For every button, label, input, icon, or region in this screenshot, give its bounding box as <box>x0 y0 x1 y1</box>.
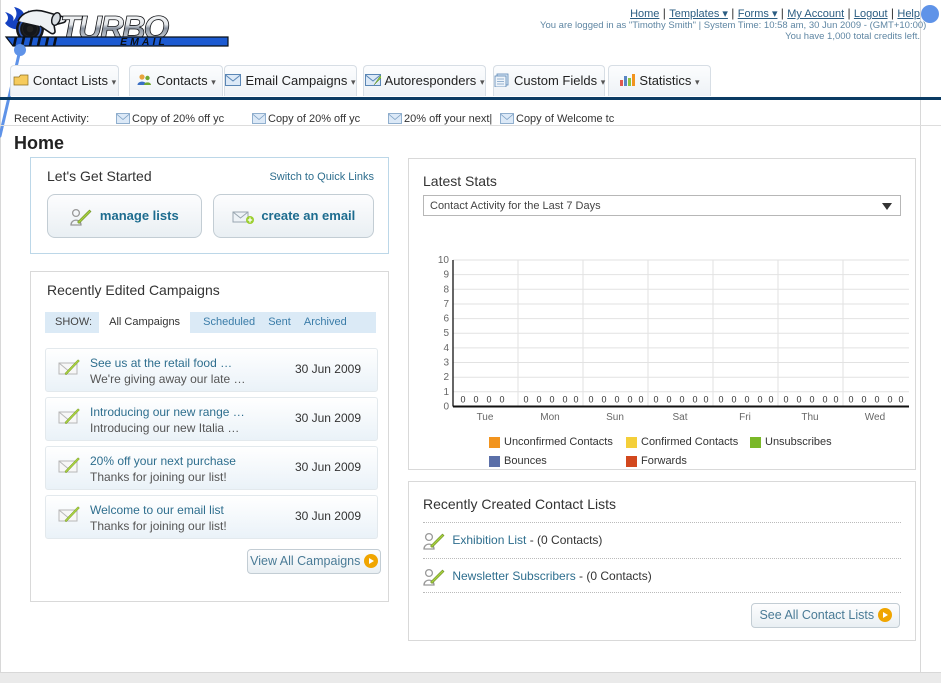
svg-text:0: 0 <box>833 395 838 405</box>
svg-text:EMAIL: EMAIL <box>120 36 168 48</box>
svg-text:8: 8 <box>443 284 449 295</box>
svg-text:0: 0 <box>679 395 684 405</box>
svg-text:0: 0 <box>473 395 478 405</box>
svg-text:Thu: Thu <box>801 412 818 422</box>
svg-text:0: 0 <box>562 395 567 405</box>
svg-text:Tue: Tue <box>477 412 494 422</box>
svg-text:2: 2 <box>443 372 449 383</box>
svg-text:0: 0 <box>783 395 788 405</box>
svg-text:0: 0 <box>601 395 606 405</box>
svg-text:6: 6 <box>443 314 449 325</box>
svg-text:0: 0 <box>874 395 879 405</box>
svg-text:0: 0 <box>898 395 903 405</box>
svg-text:0: 0 <box>809 395 814 405</box>
svg-text:0: 0 <box>731 395 736 405</box>
svg-text:0: 0 <box>460 395 465 405</box>
svg-text:Wed: Wed <box>865 412 885 422</box>
svg-text:0: 0 <box>822 395 827 405</box>
svg-text:0: 0 <box>549 395 554 405</box>
svg-text:0: 0 <box>638 395 643 405</box>
svg-text:0: 0 <box>486 395 491 405</box>
svg-text:0: 0 <box>861 395 866 405</box>
svg-text:1: 1 <box>443 387 449 398</box>
svg-text:0: 0 <box>499 395 504 405</box>
svg-text:0: 0 <box>573 395 578 405</box>
svg-text:0: 0 <box>614 395 619 405</box>
svg-text:0: 0 <box>653 395 658 405</box>
svg-text:0: 0 <box>692 395 697 405</box>
svg-text:Sun: Sun <box>606 412 624 422</box>
svg-text:0: 0 <box>443 402 449 413</box>
svg-text:0: 0 <box>588 395 593 405</box>
svg-text:10: 10 <box>438 255 450 266</box>
svg-text:0: 0 <box>523 395 528 405</box>
svg-text:0: 0 <box>848 395 853 405</box>
svg-text:0: 0 <box>703 395 708 405</box>
svg-text:0: 0 <box>796 395 801 405</box>
svg-text:0: 0 <box>666 395 671 405</box>
svg-text:Sat: Sat <box>672 412 687 422</box>
svg-text:Mon: Mon <box>540 412 559 422</box>
svg-text:3: 3 <box>443 358 449 369</box>
svg-text:5: 5 <box>443 328 449 339</box>
svg-text:0: 0 <box>536 395 541 405</box>
svg-text:7: 7 <box>443 299 449 310</box>
svg-text:4: 4 <box>443 343 449 354</box>
svg-text:0: 0 <box>718 395 723 405</box>
svg-text:0: 0 <box>768 395 773 405</box>
svg-text:0: 0 <box>757 395 762 405</box>
svg-text:0: 0 <box>627 395 632 405</box>
svg-text:9: 9 <box>443 270 449 281</box>
svg-text:0: 0 <box>887 395 892 405</box>
svg-text:Fri: Fri <box>739 412 751 422</box>
svg-text:0: 0 <box>744 395 749 405</box>
